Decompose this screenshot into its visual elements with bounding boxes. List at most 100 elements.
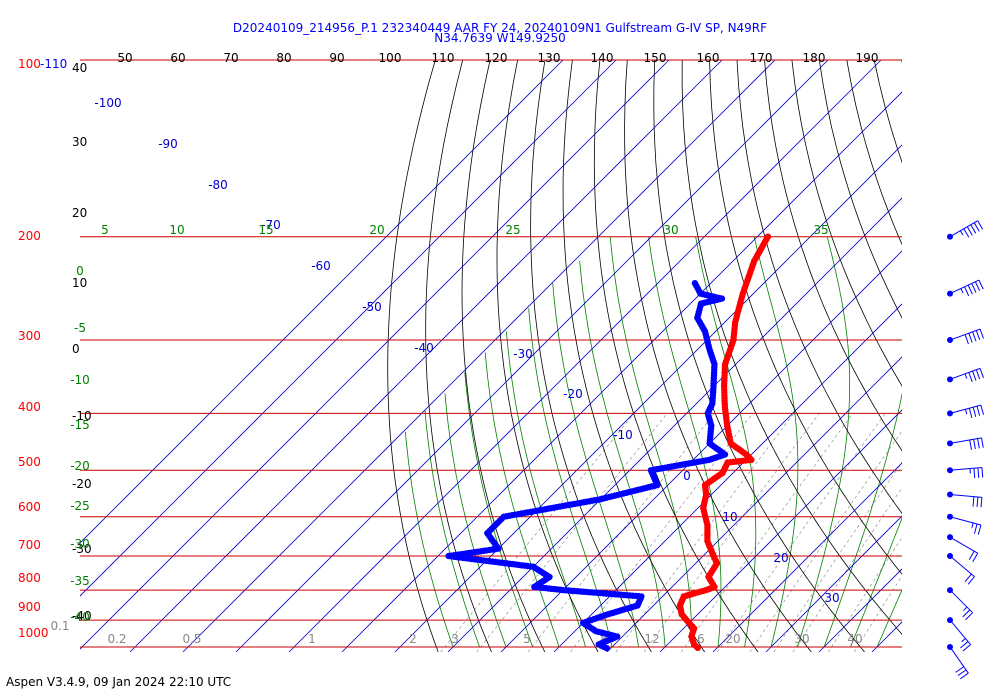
top-temperature-label: 170 <box>750 51 773 65</box>
wind-barbs <box>947 220 984 680</box>
top-temperature-label: 60 <box>170 51 185 65</box>
left-temperature-label: 20 <box>72 206 87 220</box>
pressure-label: 400 <box>18 400 41 414</box>
moist-adiabat <box>823 392 902 648</box>
temperature-profile <box>676 233 772 651</box>
dry-adiabat <box>791 60 902 387</box>
wind-barb <box>947 220 984 240</box>
wind-barb <box>947 534 979 563</box>
mixing-ratio-label: 12 <box>644 632 659 646</box>
isotherm-line <box>978 60 1000 652</box>
dry-adiabat <box>562 60 706 652</box>
dry-adiabat <box>425 60 492 652</box>
moist-adiabat-label: 30 <box>663 223 678 237</box>
moist-adiabat <box>753 236 799 648</box>
isotherm-label: -100 <box>94 96 121 110</box>
top-temperature-label: 100 <box>379 51 402 65</box>
top-temperature-label: 70 <box>223 51 238 65</box>
top-temperature-label: 150 <box>644 51 667 65</box>
pressure-label: 200 <box>18 229 41 243</box>
moist-adiabat <box>797 236 851 648</box>
top-temperature-label: 160 <box>697 51 720 65</box>
dry-adiabat <box>984 60 1000 652</box>
moist-adiabat-label: -10 <box>70 373 90 387</box>
isotherm-line <box>288 60 882 652</box>
isotherm-line <box>80 60 564 544</box>
isotherm-label: -60 <box>311 259 331 273</box>
moist-adiabat <box>552 283 639 648</box>
dry-adiabat <box>593 60 759 652</box>
dry-adiabat <box>461 60 546 652</box>
dry-adiabat <box>818 60 902 319</box>
moist-adiabat-label: -35 <box>70 574 90 588</box>
moist-adiabat <box>876 589 902 648</box>
dewpoint-point <box>603 645 610 652</box>
wind-barb <box>947 437 984 450</box>
moist-adiabat-label: -40 <box>70 610 90 624</box>
moist-adiabat-label: 10 <box>169 223 184 237</box>
dry-adiabat <box>957 60 1000 652</box>
mixing-ratio-line <box>853 575 902 652</box>
isotherm-line <box>765 515 902 652</box>
top-temperature-label: 120 <box>485 51 508 65</box>
wind-barb <box>947 491 983 508</box>
wind-barb <box>947 328 984 345</box>
mixing-ratio-line <box>643 413 820 652</box>
isotherm-label: 20 <box>773 551 788 565</box>
moist-adiabat-label: -25 <box>70 499 90 513</box>
pressure-label: 700 <box>18 538 41 552</box>
top-temperature-label: 110 <box>432 51 455 65</box>
isotherm-line <box>129 60 723 652</box>
dry-adiabat <box>496 60 599 652</box>
top-temperature-label: 80 <box>276 51 291 65</box>
moist-adiabat-label: -20 <box>70 459 90 473</box>
top-temperature-label: 190 <box>856 51 879 65</box>
moist-adiabat-label: 20 <box>369 223 384 237</box>
moist-adiabat <box>506 331 586 648</box>
wind-barb <box>947 617 971 652</box>
isotherm-label: 30 <box>824 591 839 605</box>
isotherm-line <box>80 60 670 650</box>
mixing-ratio-line <box>615 413 795 652</box>
wind-barb <box>947 553 975 585</box>
top-temperature-label: 140 <box>591 51 614 65</box>
isotherms <box>80 60 1000 652</box>
mixing-ratio-line <box>570 413 753 652</box>
pressure-label: 100 <box>18 57 41 71</box>
mixing-ratio-label: 0.2 <box>107 632 126 646</box>
isotherm-label: -50 <box>362 300 382 314</box>
moist-adiabat-label: -15 <box>70 418 90 432</box>
top-temperature-label: 130 <box>538 51 561 65</box>
mixing-ratio-label: 1 <box>308 632 316 646</box>
dry-adiabat <box>736 60 902 514</box>
wind-barb <box>947 404 984 418</box>
isotherm-line <box>182 60 776 652</box>
pressure-label: 600 <box>18 500 41 514</box>
mixing-ratio-label: 5 <box>523 632 531 646</box>
isotherm-line <box>925 60 1000 652</box>
isotherm-line <box>447 197 902 652</box>
moist-adiabat-label: 5 <box>101 223 109 237</box>
wind-barb <box>947 587 973 621</box>
isotherm-line <box>341 91 902 652</box>
left-temperature-label: 10 <box>72 276 87 290</box>
pressure-label: 800 <box>18 571 41 585</box>
mixing-ratio-label: 0.5 <box>182 632 201 646</box>
dry-adiabat <box>901 60 902 64</box>
left-temperature-label: -40 <box>72 609 92 623</box>
isotherm-label: -110 <box>40 57 67 71</box>
isotherm-line <box>818 568 902 652</box>
dry-adiabat <box>653 60 865 652</box>
mixing-ratio-label: 30 <box>794 632 809 646</box>
isotherm-line <box>553 303 902 652</box>
chart-title-line1: D20240109_214956_P.1 232340449 AAR FY 24… <box>232 21 768 35</box>
mixing-ratio-label: 20 <box>725 632 740 646</box>
pressure-label: 300 <box>18 329 41 343</box>
left-temperature-label: 40 <box>72 61 87 75</box>
dry-adiabat <box>764 60 902 452</box>
left-temperature-label: 30 <box>72 135 87 149</box>
top-temperature-label: 90 <box>329 51 344 65</box>
pressure-label: 900 <box>18 600 41 614</box>
chart-title-line2: N34.7639 W149.9250 <box>434 31 566 45</box>
